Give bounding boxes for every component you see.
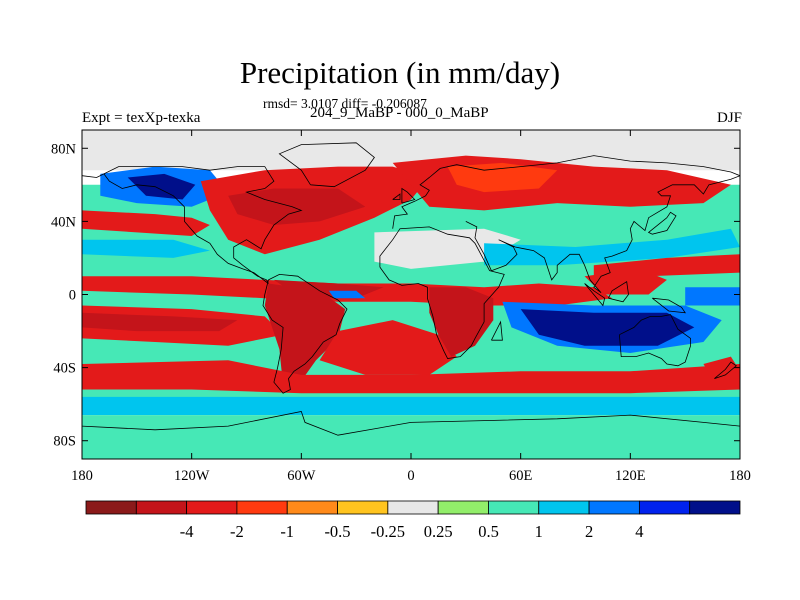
- x-tick-label: 60E: [509, 468, 533, 484]
- axis-ticks: 180 120W 60W 0 60E 120E 180 80N 40N 0 40S 80S: [51, 130, 751, 484]
- precip-region-north-pacific-wet-band: [82, 239, 210, 258]
- precip-region-equatorial-atlantic-wet: [328, 290, 366, 299]
- coastline-10: [401, 187, 416, 204]
- precip-region-africa-dry: [429, 287, 494, 357]
- precip-region-indian-ocean-wet-core: [520, 309, 695, 346]
- coastline-15: [652, 297, 687, 314]
- precip-region-south-polar-wet-band: [82, 396, 740, 416]
- colorbar-swatch: [689, 500, 741, 515]
- coastline-1: [103, 173, 269, 284]
- precip-region-eurasia-wet-band: [484, 228, 740, 266]
- precip-region-north-pacific-wet-core: [127, 173, 196, 200]
- colorbar-swatch: [337, 500, 389, 515]
- colorbar-label: -2: [230, 522, 244, 541]
- x-tick-label: 180: [729, 468, 751, 484]
- x-tick-label: 120W: [174, 468, 210, 484]
- colorbar: -4 -2 -1 -0.5 -0.25 0.25 0.5 1 2 4: [85, 500, 741, 541]
- coastline-13: [584, 283, 606, 307]
- colorbar-label: 4: [635, 522, 643, 541]
- colorbar-label: 1: [535, 522, 543, 541]
- colorbar-label: 0.5: [478, 522, 499, 541]
- season-label: DJF: [716, 110, 742, 126]
- coastline-3: [379, 226, 505, 359]
- stats-text: rmsd= 3.0107 diff= -0.206087: [263, 96, 427, 111]
- precip-region-south-ocean-dry-band: [82, 360, 740, 394]
- y-tick-label: 40S: [53, 361, 76, 377]
- colorbar-label: -4: [180, 522, 194, 541]
- precip-region-maritime-continent-dry: [584, 268, 667, 295]
- colorbar-swatch: [186, 500, 238, 515]
- x-tick-label: 60W: [287, 468, 316, 484]
- precip-region-arctic-neutral: [82, 130, 740, 171]
- coastline-11: [392, 193, 401, 200]
- colorbar-swatch: [488, 500, 540, 515]
- precip-region-antarctic-moderate-wet: [82, 415, 740, 459]
- precip-region-south-atlantic-dry: [319, 320, 457, 375]
- x-tick-label: 180: [71, 468, 93, 484]
- colorbar-swatch: [85, 500, 137, 515]
- experiment-line: 204_9_MaBP - 000_0_MaBP: [310, 105, 489, 121]
- precip-region-western-pacific-wet: [685, 287, 740, 306]
- colorbar-swatch: [437, 500, 489, 515]
- coastline-12: [647, 211, 677, 235]
- colorbar-swatch: [588, 500, 640, 515]
- precipitation-field: [82, 130, 740, 459]
- colorbar-swatch: [638, 500, 691, 515]
- precip-region-north-pacific-dry-band: [82, 210, 210, 236]
- coastlines: [82, 142, 740, 436]
- experiment-name: Expt = texXp-texka: [82, 110, 201, 126]
- colorbar-swatch: [387, 500, 439, 515]
- colorbar-swatch: [538, 500, 590, 515]
- colorbar-swatch: [236, 500, 288, 515]
- coastline-5: [465, 175, 740, 294]
- y-tick-label: 0: [69, 288, 76, 304]
- y-tick-label: 80N: [51, 141, 77, 157]
- x-tick-label: 0: [407, 468, 414, 484]
- coastline-9: [278, 142, 375, 188]
- precip-region-south-america-dry: [264, 283, 346, 386]
- coastline-16: [714, 361, 737, 379]
- coastline-8: [82, 411, 740, 436]
- colorbar-label: -1: [280, 522, 294, 541]
- colorbar-swatch: [286, 500, 338, 515]
- colorbar-label: 0.25: [424, 522, 453, 541]
- coastline-7: [619, 314, 691, 367]
- map-title: Precipitation (in mm/day): [239, 55, 561, 90]
- coastline-0: [103, 166, 303, 284]
- precip-region-south-pacific-dry-core: [82, 312, 238, 332]
- colorbar-label: 2: [585, 522, 593, 541]
- colorbar-label: -0.5: [324, 522, 350, 541]
- coastline-2: [262, 273, 348, 394]
- colorbar-label: -0.25: [371, 522, 405, 541]
- x-tick-label: 120E: [615, 468, 646, 484]
- precip-region-north-atlantic-dry-core: [228, 188, 366, 225]
- colorbar-swatch: [135, 500, 188, 515]
- coastline-17: [491, 320, 503, 341]
- coastline-6: [82, 173, 105, 178]
- precip-region-eurasia-moderate: [447, 162, 558, 193]
- y-tick-label: 40N: [51, 214, 77, 230]
- coastline-4: [392, 155, 740, 229]
- y-tick-label: 80S: [53, 434, 76, 450]
- coastline-14: [608, 281, 629, 303]
